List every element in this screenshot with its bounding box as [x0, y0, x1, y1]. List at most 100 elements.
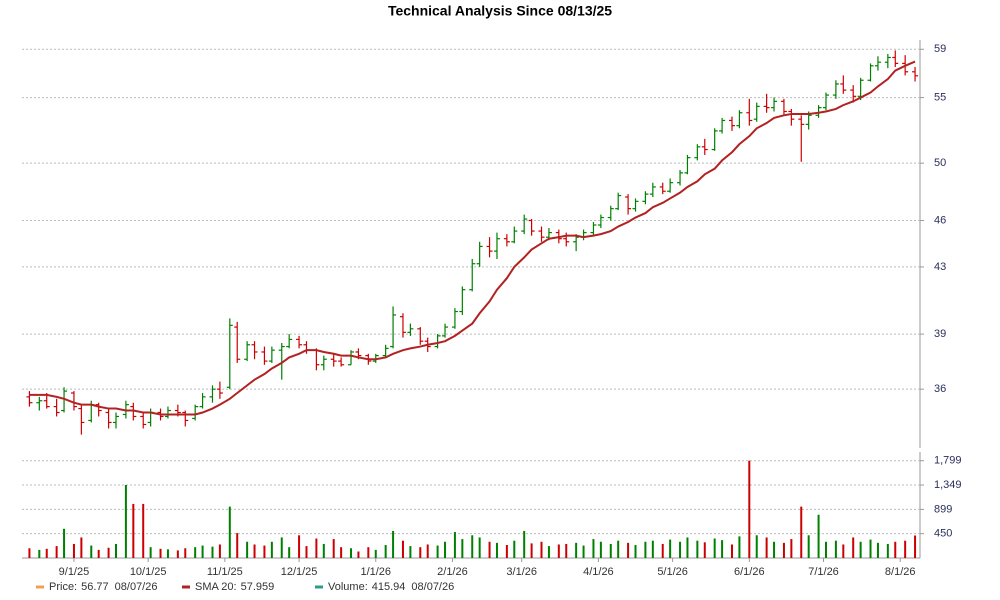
volume-bar: [686, 537, 689, 558]
volume-bar: [679, 541, 682, 558]
volume-bar: [505, 545, 508, 558]
volume-bar: [617, 540, 620, 558]
volume-bar: [263, 545, 266, 558]
volume-bar: [886, 543, 889, 558]
legend-value: 57.959: [241, 581, 275, 593]
volume-bar: [322, 543, 325, 558]
y-tick-label: 59: [934, 43, 946, 55]
volume-bar: [228, 506, 231, 558]
volume-bar: [38, 549, 41, 558]
volume-bar: [166, 549, 169, 558]
legend-value: 415.94: [372, 581, 406, 593]
volume-bar: [627, 542, 630, 558]
volume-bar: [453, 532, 456, 558]
y-tick-label: 46: [934, 214, 946, 226]
volume-bar: [471, 535, 474, 558]
volume-bar: [401, 540, 404, 558]
volume-bar: [478, 537, 481, 558]
volume-bar: [246, 541, 249, 558]
x-tick-label: 3/1/26: [506, 566, 537, 578]
x-tick-label: 8/1/26: [885, 566, 916, 578]
volume-bar: [436, 545, 439, 558]
volume-bar: [426, 544, 429, 558]
volume-bar: [176, 550, 179, 558]
volume-bar: [350, 548, 353, 558]
volume-bar: [530, 543, 533, 558]
volume-bar: [852, 537, 855, 558]
volume-bar: [651, 540, 654, 558]
legend-value: 56.77: [81, 581, 109, 593]
volume-bar: [914, 535, 917, 558]
volume-bar: [461, 539, 464, 558]
volume-bar: [599, 541, 602, 558]
legend: Price: 56.77 08/07/26 SMA 20: 57.959 Volume…: [36, 581, 454, 593]
volume-bar: [488, 541, 491, 558]
volume-bar: [270, 541, 273, 558]
volume-bar: [184, 548, 187, 558]
volume-bar: [90, 545, 93, 558]
volume-bar: [374, 549, 377, 558]
volume-bar: [45, 548, 48, 558]
volume-bar: [444, 541, 447, 558]
volume-bar: [253, 544, 256, 558]
volume-bar: [807, 535, 810, 558]
volume-bar: [132, 503, 135, 558]
volume-bar: [315, 538, 318, 558]
volume-bar: [419, 547, 422, 558]
legend-entry: SMA 20: 57.959: [195, 581, 274, 593]
volume-bar: [288, 547, 291, 558]
legend-label: Volume:: [328, 581, 368, 593]
volume-bar: [495, 542, 498, 558]
volume-bar: [557, 544, 560, 558]
volume-bar: [218, 544, 221, 558]
volume-bar: [540, 541, 543, 558]
volume-bar: [869, 539, 872, 558]
volume-bar: [738, 536, 741, 558]
x-tick-label: 1/1/26: [360, 566, 391, 578]
volume-bar: [669, 539, 672, 558]
x-tick-label: 9/1/25: [59, 566, 90, 578]
volume-bar: [280, 537, 283, 558]
volume-bar: [634, 545, 637, 558]
x-tick-label: 4/1/26: [583, 566, 614, 578]
volume-bar: [159, 548, 162, 558]
volume-bar: [703, 542, 706, 558]
volume-bar: [115, 543, 118, 558]
x-tick-label: 12/1/25: [281, 566, 318, 578]
legend-date: 08/07/26: [411, 581, 454, 593]
y-tick-label: 43: [934, 261, 946, 273]
volume-bar: [644, 541, 647, 558]
volume-bar: [904, 540, 907, 558]
volume-bar: [211, 546, 214, 558]
volume-bar: [367, 547, 370, 558]
y-tick-label: 36: [934, 383, 946, 395]
legend-entry: Volume: 415.94 08/07/26: [328, 581, 454, 593]
volume-bar: [409, 546, 412, 558]
volume-bar: [357, 551, 360, 558]
volume-bar: [55, 546, 58, 558]
x-tick-label: 11/1/25: [207, 566, 243, 578]
legend-label: SMA 20:: [195, 581, 237, 593]
volume-bar: [107, 547, 110, 558]
volume-bar: [782, 542, 785, 558]
volume-bar: [332, 539, 335, 558]
y-tick-label: 1,349: [934, 479, 962, 491]
volume-bar: [773, 541, 776, 558]
volume-bar: [124, 484, 127, 558]
volume-bar: [236, 533, 239, 558]
volume-bar: [340, 547, 343, 558]
legend-entry: Price: 56.77 08/07/26: [49, 581, 157, 593]
x-tick-label: 10/1/25: [130, 566, 167, 578]
volume-bar: [713, 538, 716, 558]
volume-bar: [582, 545, 585, 558]
volume-bar: [817, 514, 820, 558]
volume-bar: [298, 535, 301, 558]
volume-bar: [721, 540, 724, 558]
volume-bar: [800, 506, 803, 558]
volume-bar: [392, 530, 395, 558]
volume-bar: [72, 543, 75, 558]
volume-bar: [609, 543, 612, 558]
volume-bar: [755, 535, 758, 558]
y-tick-label: 450: [934, 528, 952, 540]
